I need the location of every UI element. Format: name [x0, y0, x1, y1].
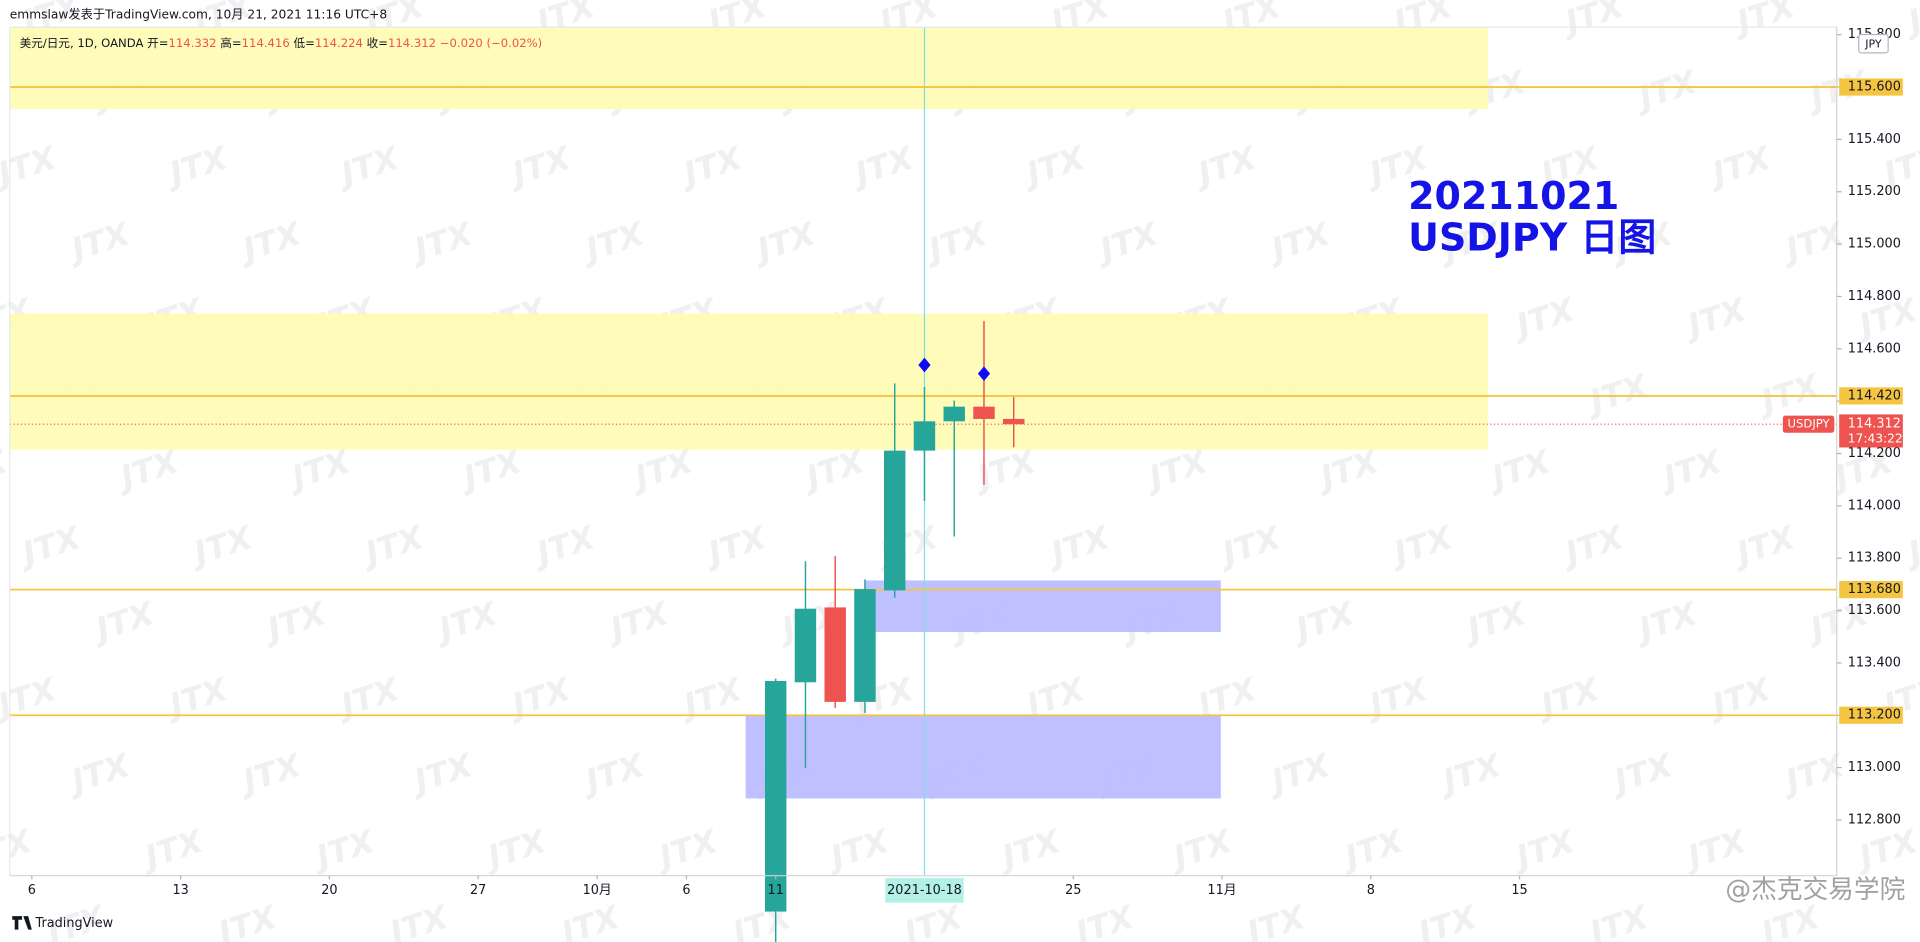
- x-tick-label: 15: [1511, 883, 1527, 898]
- y-tick-label: 113.400: [1848, 655, 1901, 670]
- level-label: 114.420: [1848, 388, 1901, 403]
- currency-box[interactable]: [1858, 33, 1889, 54]
- level-label: 113.200: [1848, 708, 1901, 723]
- close-value: 114.312: [388, 36, 436, 50]
- zone: [9, 313, 1488, 450]
- high-label: 高=: [220, 36, 241, 50]
- attribution: emmslaw发表于TradingView.com, 10月 21, 2021 …: [10, 6, 387, 21]
- y-tick-label: 113.800: [1848, 551, 1901, 566]
- y-tick-label: 112.800: [1848, 812, 1901, 827]
- close-label: 收=: [367, 36, 388, 50]
- last-price-box: [1839, 414, 1903, 448]
- x-tick-label: 11月: [1207, 883, 1236, 898]
- x-tick-label: 6: [682, 883, 690, 898]
- x-tick-label: 6: [28, 883, 36, 898]
- x-tick-label: 25: [1065, 883, 1081, 898]
- y-tick-label: 115.000: [1848, 237, 1901, 252]
- zone: [745, 715, 1221, 799]
- last-price: 114.312: [1848, 417, 1901, 432]
- title-line: 20211021: [1408, 174, 1619, 218]
- candle-body: [794, 608, 817, 683]
- ohlc-header: 美元/日元, 1D, OANDA 开=114.332 高=114.416 低=1…: [20, 36, 543, 50]
- candle-body: [884, 450, 906, 591]
- level-label-box: [1839, 706, 1903, 724]
- x-tick-label: 8: [1367, 883, 1375, 898]
- y-tick-label: 114.800: [1848, 289, 1901, 304]
- corner-watermark: @杰克交易学院: [1725, 875, 1905, 905]
- axes: 112.800 113.000 113.200 113.400 113.600 113.8…: [28, 27, 1903, 903]
- level-label-box: [1839, 581, 1903, 599]
- candle-body: [854, 589, 876, 702]
- candle-body: [943, 406, 965, 422]
- plot: [9, 27, 1837, 942]
- y-tick-label: 115.400: [1848, 132, 1901, 147]
- crosshair-label: 2021-10-18: [887, 883, 962, 898]
- y-tick-label: 115.200: [1848, 184, 1901, 199]
- level-label-box: [1839, 78, 1903, 96]
- y-tick-label: 113.000: [1848, 760, 1901, 775]
- x-tick-label: 27: [470, 883, 486, 898]
- y-tick-label: 114.200: [1848, 446, 1901, 461]
- level-label-box: [1839, 387, 1903, 405]
- symbol-label: USDJPY: [1788, 417, 1831, 431]
- marker: [918, 357, 931, 373]
- low-value: 114.224: [315, 36, 363, 50]
- brand-logo: [12, 916, 32, 930]
- symbol-label-box: [1782, 415, 1835, 433]
- zone: [9, 27, 1488, 110]
- y-tick-label: 113.600: [1848, 603, 1901, 618]
- symbol: 美元/日元, 1D, OANDA: [20, 36, 144, 50]
- candle-body: [913, 421, 936, 451]
- open-label: 开=: [147, 36, 168, 50]
- change: −0.020 (−0.02%): [440, 36, 542, 50]
- x-tick-label: 10月: [583, 883, 612, 898]
- title-line: USDJPY 日图: [1408, 216, 1656, 260]
- candle-body: [764, 680, 787, 912]
- x-tick-label: 13: [172, 883, 188, 898]
- high-value: 114.416: [242, 36, 290, 50]
- y-tick-label: 114.000: [1848, 498, 1901, 513]
- brand: TradingView: [35, 916, 114, 931]
- zone: [864, 580, 1221, 633]
- candle-body: [1003, 418, 1025, 425]
- candle-body: [973, 406, 995, 419]
- open-value: 114.332: [169, 36, 217, 50]
- x-tick-label: 11: [768, 883, 784, 898]
- low-label: 低=: [293, 36, 314, 50]
- x-tick-label: 20: [321, 883, 337, 898]
- currency[interactable]: JPY: [1864, 37, 1882, 50]
- level-label: 113.680: [1848, 582, 1901, 597]
- y-tick-label: 114.600: [1848, 341, 1901, 356]
- candle-body: [824, 607, 846, 702]
- level-label: 115.600: [1848, 80, 1901, 95]
- crosshair-label-box: [885, 878, 964, 903]
- countdown: 17:43:22: [1848, 431, 1903, 445]
